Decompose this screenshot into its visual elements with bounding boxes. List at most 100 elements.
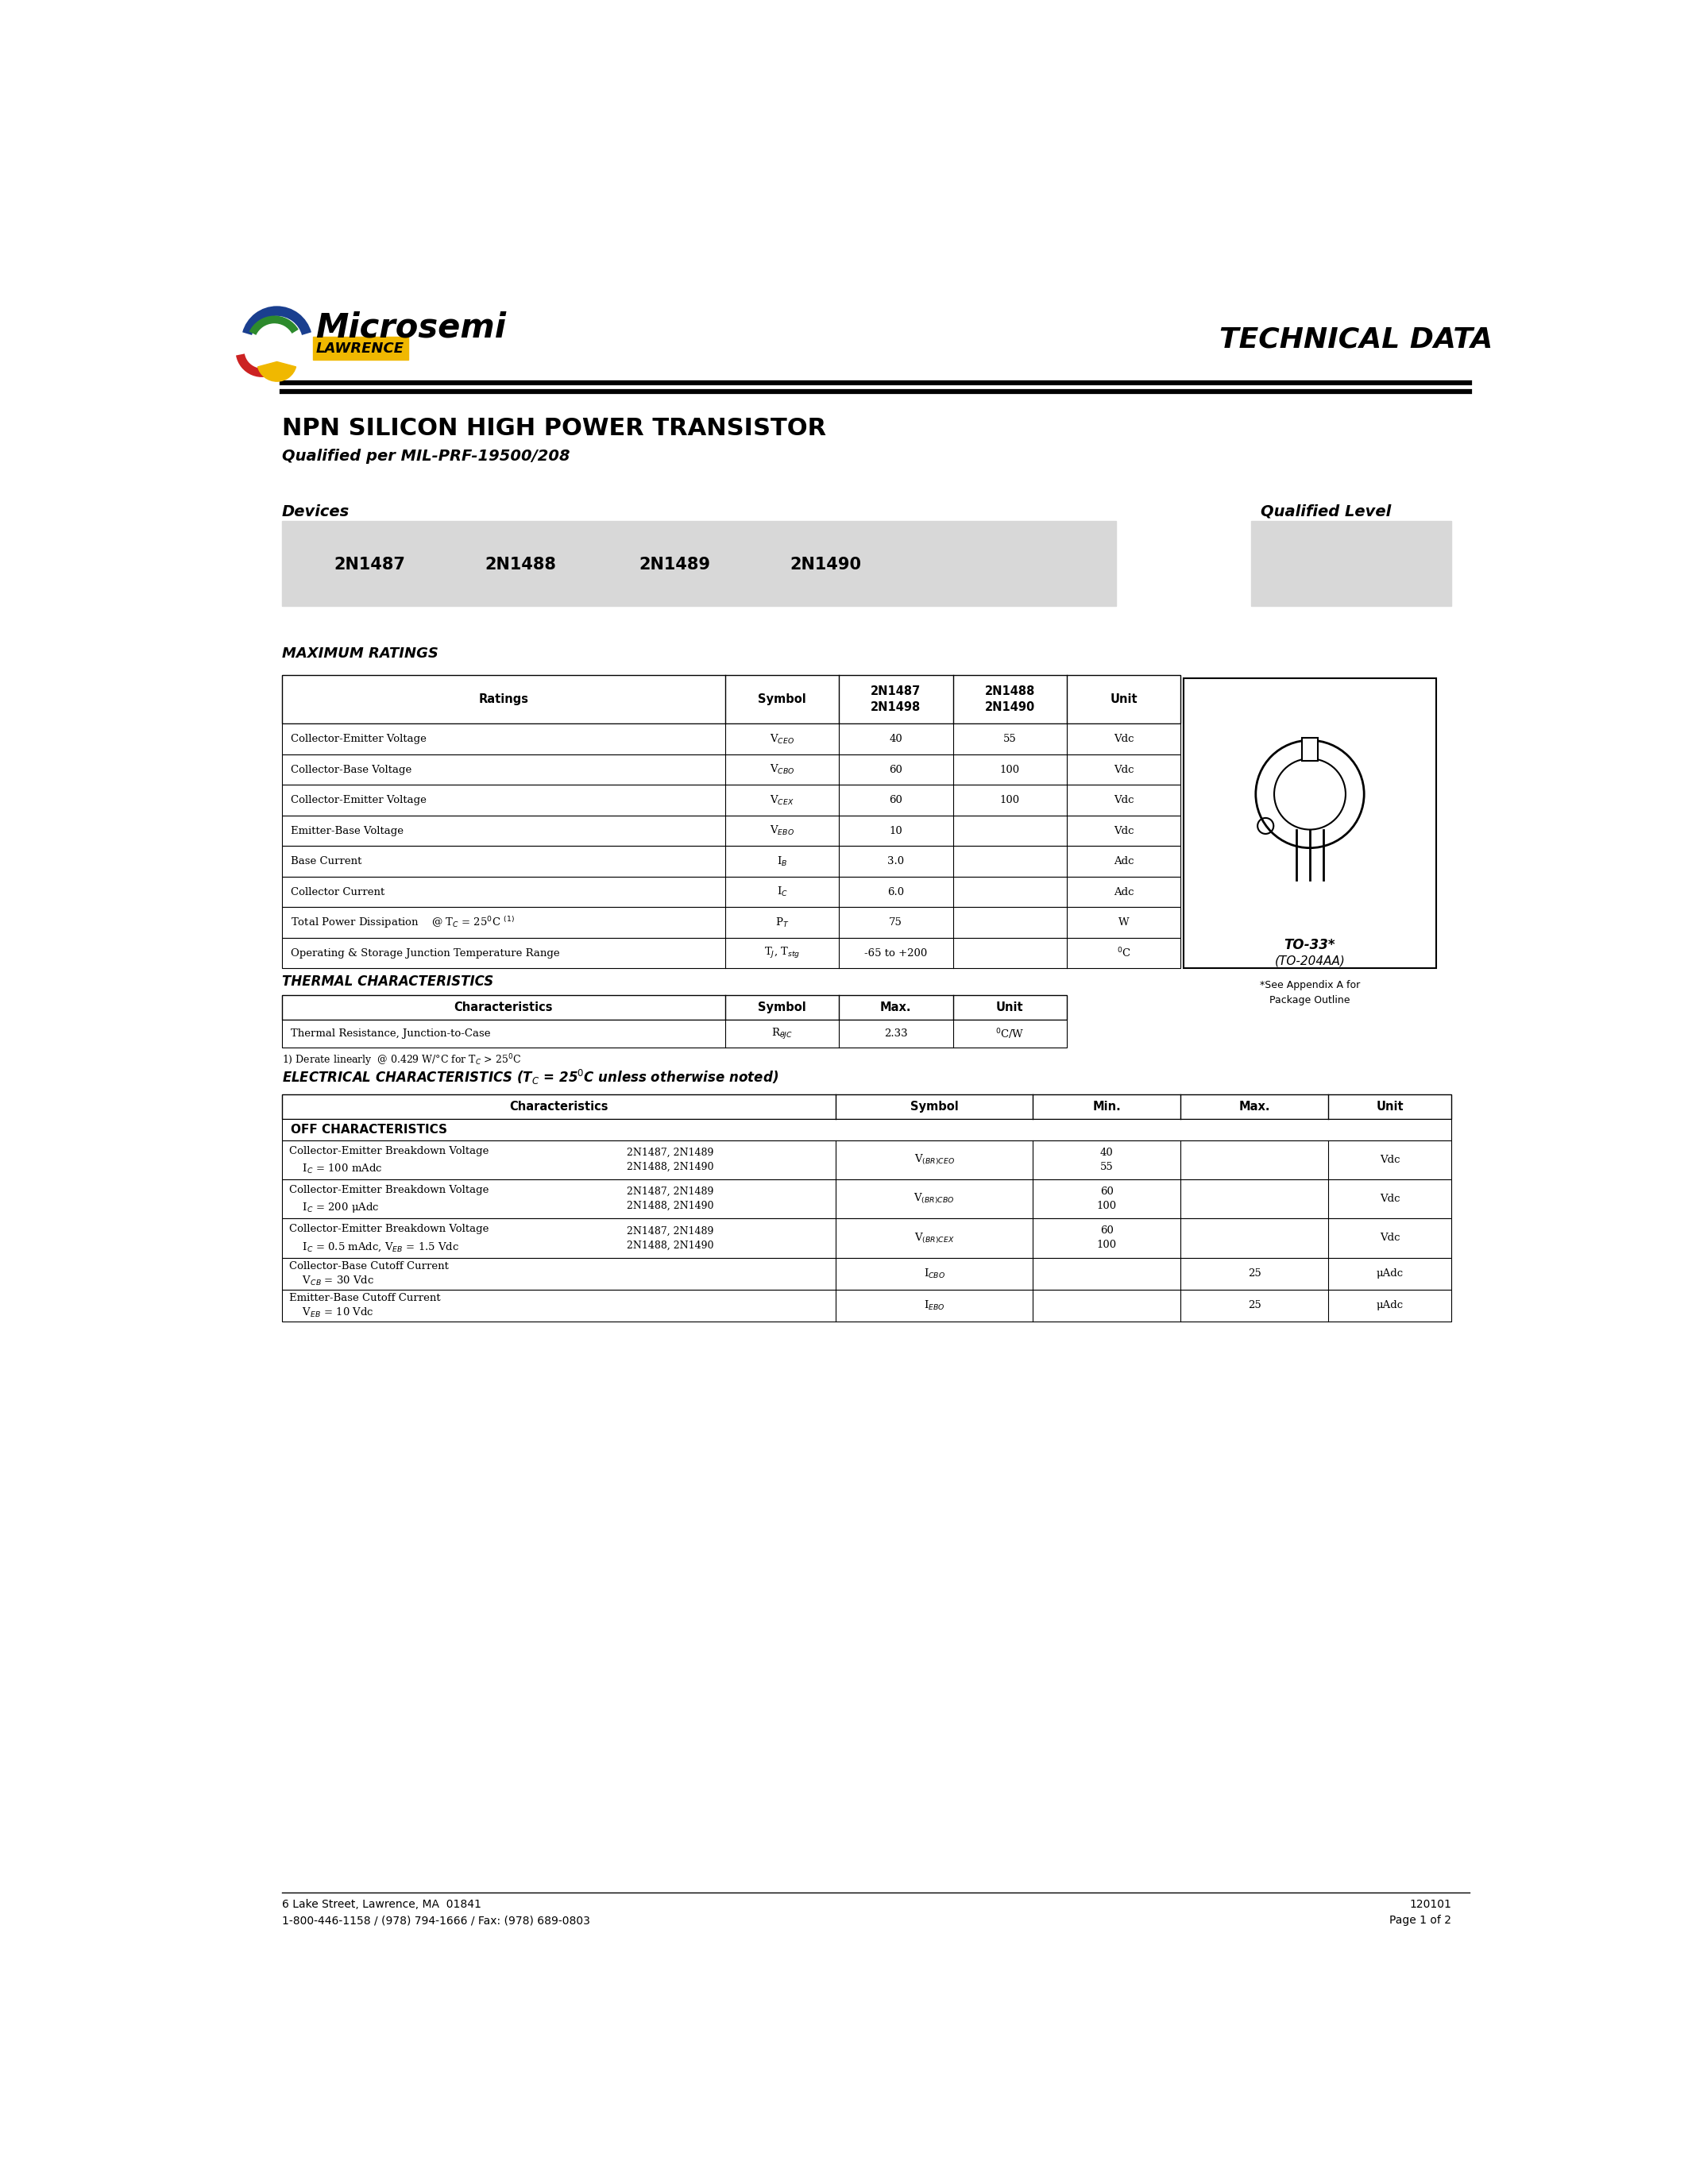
Text: μAdc: μAdc bbox=[1376, 1299, 1403, 1310]
Text: T$_J$, T$_{stg}$: T$_J$, T$_{stg}$ bbox=[765, 946, 800, 961]
Text: 6 Lake Street, Lawrence, MA  01841: 6 Lake Street, Lawrence, MA 01841 bbox=[282, 1900, 481, 1911]
Text: 60
100: 60 100 bbox=[1097, 1225, 1117, 1251]
Text: Collector-Emitter Voltage: Collector-Emitter Voltage bbox=[290, 734, 427, 745]
Text: Collector-Emitter Breakdown Voltage: Collector-Emitter Breakdown Voltage bbox=[289, 1147, 490, 1155]
Text: V$_{(BR)CEX}$: V$_{(BR)CEX}$ bbox=[915, 1232, 954, 1245]
Text: I$_C$ = 0.5 mAdc, V$_{EB}$ = 1.5 Vdc: I$_C$ = 0.5 mAdc, V$_{EB}$ = 1.5 Vdc bbox=[289, 1241, 459, 1254]
Text: Adc: Adc bbox=[1114, 887, 1134, 898]
Text: Symbol: Symbol bbox=[758, 1002, 807, 1013]
Text: Ratings: Ratings bbox=[478, 692, 528, 705]
Text: 60: 60 bbox=[890, 795, 903, 806]
Text: I$_B$: I$_B$ bbox=[776, 854, 787, 867]
Text: 25: 25 bbox=[1247, 1269, 1261, 1278]
Text: Vdc: Vdc bbox=[1379, 1195, 1399, 1203]
Text: 1-800-446-1158 / (978) 794-1666 / Fax: (978) 689-0803: 1-800-446-1158 / (978) 794-1666 / Fax: (… bbox=[282, 1915, 589, 1926]
Bar bbox=[282, 876, 1180, 906]
Text: Unit: Unit bbox=[1111, 692, 1138, 705]
Text: Collector-Emitter Breakdown Voltage: Collector-Emitter Breakdown Voltage bbox=[289, 1223, 490, 1234]
Text: 2N1487, 2N1489
2N1488, 2N1490: 2N1487, 2N1489 2N1488, 2N1490 bbox=[626, 1225, 714, 1251]
Text: Vdc: Vdc bbox=[1379, 1155, 1399, 1164]
Text: 10: 10 bbox=[890, 826, 903, 836]
Text: Total Power Dissipation    @ T$_C$ = 25$^0$C $^{(1)}$: Total Power Dissipation @ T$_C$ = 25$^0$… bbox=[290, 915, 515, 930]
Text: Characteristics: Characteristics bbox=[510, 1101, 608, 1112]
Text: Collector-Base Cutoff Current: Collector-Base Cutoff Current bbox=[289, 1260, 449, 1271]
Text: Qualified per MIL-PRF-19500/208: Qualified per MIL-PRF-19500/208 bbox=[282, 450, 571, 463]
Text: TO-33*: TO-33* bbox=[1285, 937, 1335, 952]
Text: Qualified Level: Qualified Level bbox=[1261, 505, 1391, 520]
Bar bbox=[1251, 522, 1452, 605]
Text: 2.33: 2.33 bbox=[885, 1029, 908, 1040]
Text: Collector-Base Voltage: Collector-Base Voltage bbox=[290, 764, 412, 775]
Bar bbox=[282, 996, 1067, 1020]
Text: Emitter-Base Voltage: Emitter-Base Voltage bbox=[290, 826, 403, 836]
Text: 100: 100 bbox=[999, 764, 1020, 775]
Bar bbox=[282, 753, 1180, 784]
Text: (TO-204AA): (TO-204AA) bbox=[1274, 954, 1345, 968]
Text: Collector Current: Collector Current bbox=[290, 887, 385, 898]
Text: 2N1490: 2N1490 bbox=[790, 557, 861, 572]
Text: LAWRENCE: LAWRENCE bbox=[316, 341, 405, 356]
Bar bbox=[282, 1118, 1452, 1140]
Text: Max.: Max. bbox=[1239, 1101, 1269, 1112]
Text: 6.0: 6.0 bbox=[888, 887, 905, 898]
Text: 1) Derate linearly  @ 0.429 W/°C for T$_C$ > 25$^0$C: 1) Derate linearly @ 0.429 W/°C for T$_C… bbox=[282, 1053, 522, 1068]
Text: 55: 55 bbox=[1003, 734, 1016, 745]
Bar bbox=[282, 937, 1180, 968]
Text: 2N1487
2N1498: 2N1487 2N1498 bbox=[871, 686, 922, 714]
Text: V$_{CB}$ = 30 Vdc: V$_{CB}$ = 30 Vdc bbox=[289, 1275, 375, 1286]
Text: Symbol: Symbol bbox=[910, 1101, 959, 1112]
Bar bbox=[282, 522, 1116, 605]
Text: *See Appendix A for: *See Appendix A for bbox=[1259, 981, 1361, 992]
Text: MAXIMUM RATINGS: MAXIMUM RATINGS bbox=[282, 646, 439, 660]
Text: I$_{CBO}$: I$_{CBO}$ bbox=[923, 1267, 945, 1280]
Text: W: W bbox=[1117, 917, 1129, 928]
Bar bbox=[1183, 677, 1436, 968]
Text: Page 1 of 2: Page 1 of 2 bbox=[1389, 1915, 1452, 1926]
Text: 75: 75 bbox=[890, 917, 903, 928]
Bar bbox=[282, 906, 1180, 937]
Bar bbox=[282, 815, 1180, 845]
Text: I$_C$ = 200 μAdc: I$_C$ = 200 μAdc bbox=[289, 1201, 380, 1214]
Bar bbox=[282, 1258, 1452, 1289]
Text: μAdc: μAdc bbox=[1376, 1269, 1403, 1278]
Text: Unit: Unit bbox=[996, 1002, 1023, 1013]
Text: Package Outline: Package Outline bbox=[1269, 996, 1350, 1005]
Text: 2N1487, 2N1489
2N1488, 2N1490: 2N1487, 2N1489 2N1488, 2N1490 bbox=[626, 1147, 714, 1173]
Text: Emitter-Base Cutoff Current: Emitter-Base Cutoff Current bbox=[289, 1293, 441, 1304]
Bar bbox=[312, 336, 408, 360]
Bar bbox=[1301, 738, 1318, 760]
Text: THERMAL CHARACTERISTICS: THERMAL CHARACTERISTICS bbox=[282, 974, 493, 989]
Text: ELECTRICAL CHARACTERISTICS (T$_C$ = 25$^0$C unless otherwise noted): ELECTRICAL CHARACTERISTICS (T$_C$ = 25$^… bbox=[282, 1068, 778, 1085]
Bar bbox=[282, 1020, 1067, 1048]
Text: 2N1487: 2N1487 bbox=[334, 557, 405, 572]
Text: Min.: Min. bbox=[1092, 1101, 1121, 1112]
Bar bbox=[282, 784, 1180, 815]
Text: Adc: Adc bbox=[1114, 856, 1134, 867]
Wedge shape bbox=[258, 363, 295, 382]
Text: Collector-Emitter Breakdown Voltage: Collector-Emitter Breakdown Voltage bbox=[289, 1184, 490, 1195]
Text: V$_{(BR)CBO}$: V$_{(BR)CBO}$ bbox=[913, 1192, 955, 1206]
Bar bbox=[282, 1289, 1452, 1321]
Text: V$_{(BR)CEO}$: V$_{(BR)CEO}$ bbox=[915, 1153, 955, 1166]
Text: 25: 25 bbox=[1247, 1299, 1261, 1310]
Text: 40
55: 40 55 bbox=[1101, 1147, 1114, 1173]
Text: 60
100: 60 100 bbox=[1097, 1186, 1117, 1212]
Bar bbox=[282, 1140, 1452, 1179]
Text: -65 to +200: -65 to +200 bbox=[864, 948, 927, 959]
Bar bbox=[282, 723, 1180, 753]
Text: NPN SILICON HIGH POWER TRANSISTOR: NPN SILICON HIGH POWER TRANSISTOR bbox=[282, 417, 825, 439]
Text: I$_C$ = 100 mAdc: I$_C$ = 100 mAdc bbox=[289, 1162, 383, 1175]
Text: 100: 100 bbox=[999, 795, 1020, 806]
Text: 2N1489: 2N1489 bbox=[638, 557, 711, 572]
Text: Collector-Emitter Voltage: Collector-Emitter Voltage bbox=[290, 795, 427, 806]
Text: I$_{EBO}$: I$_{EBO}$ bbox=[923, 1299, 945, 1313]
Text: 60: 60 bbox=[890, 764, 903, 775]
Text: Devices: Devices bbox=[282, 505, 349, 520]
Text: $^0$C/W: $^0$C/W bbox=[996, 1026, 1025, 1042]
Text: Symbol: Symbol bbox=[758, 692, 807, 705]
Text: Characteristics: Characteristics bbox=[454, 1002, 554, 1013]
Text: Base Current: Base Current bbox=[290, 856, 361, 867]
Text: Microsemi: Microsemi bbox=[316, 310, 506, 345]
Text: Vdc: Vdc bbox=[1114, 764, 1134, 775]
Text: V$_{CEX}$: V$_{CEX}$ bbox=[770, 793, 793, 806]
